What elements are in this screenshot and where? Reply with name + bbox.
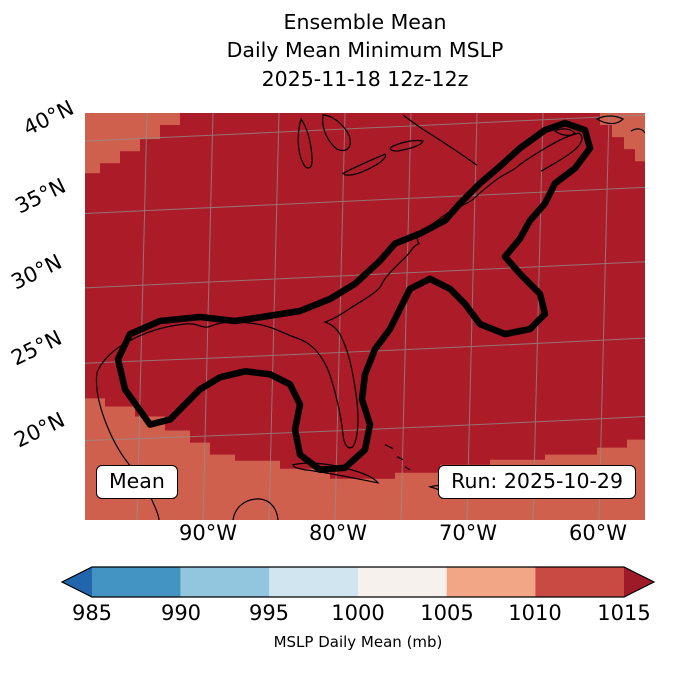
- colorbar-under-arrow: [62, 567, 92, 597]
- gridline-lat-20n: [85, 415, 645, 442]
- mslp-map: [85, 113, 645, 520]
- cbar-tick-1000: 1000: [331, 601, 385, 625]
- field-high-core: [85, 113, 645, 479]
- lat-tick-30n: 30°N: [7, 249, 66, 295]
- lake-ontario: [389, 139, 424, 152]
- colorbar-outline: [60, 566, 656, 598]
- lat-tick-25n: 25°N: [7, 325, 66, 371]
- colorbar: [60, 566, 656, 598]
- colorbar-seg-985-990: [92, 567, 181, 597]
- lon-tick-70w: 70°W: [439, 521, 497, 545]
- colorbar-seg-1010-1015: [535, 567, 624, 597]
- colorbar-seg-995-1000: [269, 567, 358, 597]
- run-annotation-text: Run: 2025-10-29: [451, 469, 623, 493]
- run-annotation-box: Run: 2025-10-29: [438, 465, 636, 499]
- cbar-tick-985: 985: [71, 601, 113, 625]
- lake-huron: [322, 114, 351, 151]
- lon-tick-60w: 60°W: [569, 521, 627, 545]
- ensemble-contour: [114, 119, 594, 474]
- title-line-3: 2025-11-18 12z-12z: [261, 66, 469, 91]
- gridline-lon-80w: [334, 113, 346, 520]
- colorbar-over-arrow: [624, 567, 654, 597]
- title-line-2: Daily Mean Minimum MSLP: [226, 38, 504, 63]
- cbar-tick-995: 995: [248, 601, 290, 625]
- river-st-lawrence: [402, 114, 478, 166]
- lake-erie: [342, 153, 387, 176]
- gridline-lon-60w: [598, 113, 610, 520]
- coastline-gulf-atlantic: [96, 132, 583, 449]
- coastline-yucatan: [232, 498, 279, 520]
- lon-tick-90w: 90°W: [179, 521, 237, 545]
- cbar-tick-1015: 1015: [597, 601, 651, 625]
- mean-annotation-box: Mean: [96, 465, 178, 499]
- colorbar-seg-990-995: [180, 567, 270, 597]
- cbar-tick-1005: 1005: [420, 601, 474, 625]
- gridline-lat-35n: [85, 186, 645, 214]
- cbar-tick-1010: 1010: [508, 601, 562, 625]
- islands-bahamas: [384, 444, 411, 471]
- colorbar-seg-1000-1005: [358, 567, 447, 597]
- cbar-tick-990: 990: [160, 601, 202, 625]
- coastline-gulf-st-lawrence: [553, 128, 576, 136]
- lon-tick-80w: 80°W: [309, 521, 367, 545]
- coastline-newfoundland: [595, 115, 645, 134]
- gridline-lat-25n: [85, 337, 645, 364]
- lat-tick-20n: 20°N: [10, 407, 69, 453]
- lake-michigan: [297, 117, 313, 169]
- lat-tick-40n: 40°N: [19, 95, 78, 141]
- mean-annotation-text: Mean: [109, 469, 165, 493]
- gridline-lon-95w: [136, 113, 148, 520]
- title-line-1: Ensemble Mean: [283, 10, 447, 34]
- gridline-lat-40n: [85, 114, 645, 142]
- colorbar-axis-label: MSLP Daily Mean (mb): [273, 633, 443, 651]
- colorbar-seg-1005-1010: [446, 567, 536, 597]
- chart-title: Ensemble Mean Daily Mean Minimum MSLP 20…: [85, 8, 645, 93]
- lat-tick-35n: 35°N: [11, 173, 70, 219]
- gridline-lon-75w: [400, 113, 412, 520]
